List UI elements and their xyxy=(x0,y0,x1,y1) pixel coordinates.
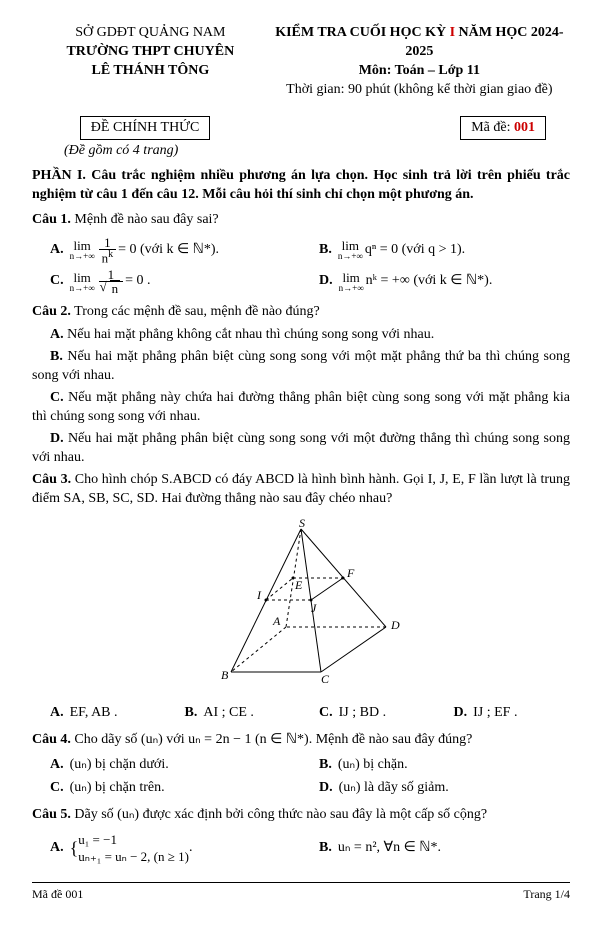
q1c-lim: lim xyxy=(70,271,95,284)
pages-note: (Đề gồm có 4 trang) xyxy=(64,142,570,161)
q2-opt-a: A. A. Nếu hai mặt phẳng không cắt nhau t… xyxy=(32,326,570,345)
q4-label: Câu 4. xyxy=(32,732,71,747)
lbl-C: C xyxy=(321,672,330,686)
pyramid-figure: S B C D A I J F E xyxy=(32,517,570,694)
section-1-title: PHẦN I. Câu trắc nghiệm nhiều phương án … xyxy=(32,167,570,205)
lbl-I: I xyxy=(256,588,262,602)
q3-opt-b: B.AI ; CE . xyxy=(167,702,302,725)
lbl-J: J xyxy=(311,601,317,615)
q5-opt-a: A. { u₁ = −1 uₙ₊₁ = uₙ − 2, (n ≥ 1) . xyxy=(32,829,301,868)
q1-opt-d: D. limn→+∞ nᵏ = +∞ (với k ∈ ℕ*). xyxy=(301,266,570,297)
official-box: ĐỀ CHÍNH THỨC xyxy=(80,116,211,141)
exam-title-a: KIỂM TRA CUỐI HỌC KỲ xyxy=(275,25,449,40)
q1c-post: = 0 . xyxy=(125,272,150,291)
q3-text: Cho hình chóp S.ABCD có đáy ABCD là hình… xyxy=(32,472,570,506)
q3-opt-c: C.IJ ; BD . xyxy=(301,702,436,725)
page-header: SỞ GDĐT QUẢNG NAM TRƯỜNG THPT CHUYÊN LÊ … xyxy=(32,24,570,100)
question-2: Câu 2. Trong các mệnh đề sau, mệnh đề nà… xyxy=(32,303,570,322)
q1a-lim-sub: n→+∞ xyxy=(70,252,95,261)
q2-opt-c: C. Nếu mặt phẳng này chứa hai đường thẳn… xyxy=(32,389,570,427)
header-left: SỞ GDĐT QUẢNG NAM TRƯỜNG THPT CHUYÊN LÊ … xyxy=(32,24,269,100)
q1-opt-b: B. limn→+∞ qⁿ = 0 (với q > 1). xyxy=(301,234,570,266)
made-code: 001 xyxy=(514,120,535,135)
q3-options: A.EF, AB . B.AI ; CE . C.IJ ; BD . D.IJ … xyxy=(32,702,570,725)
q1a-den: nk xyxy=(99,250,117,264)
q3-opt-a: A.EF, AB . xyxy=(32,702,167,725)
q5-text: Dãy số (uₙ) được xác định bởi công thức … xyxy=(71,807,487,822)
subject: Môn: Toán – Lớp 11 xyxy=(269,62,570,81)
q1-opt-c: C. limn→+∞ 1n = 0 . xyxy=(32,266,301,297)
page-footer: Mã đề 001 Trang 1/4 xyxy=(32,882,570,902)
q5-options: A. { u₁ = −1 uₙ₊₁ = uₙ − 2, (n ≥ 1) . B.… xyxy=(32,829,570,868)
org-line: SỞ GDĐT QUẢNG NAM xyxy=(32,24,269,43)
q1-label: Câu 1. xyxy=(32,212,71,227)
pyramid-svg: S B C D A I J F E xyxy=(191,517,411,687)
q5-label: Câu 5. xyxy=(32,807,71,822)
q1-text: Mệnh đề nào sau đây sai? xyxy=(71,212,219,227)
q1c-lim-sub: n→+∞ xyxy=(70,284,95,293)
q4-opt-d: D.(uₙ) là dãy số giảm. xyxy=(301,777,570,800)
lbl-B: B xyxy=(221,668,229,682)
boxes-row: ĐỀ CHÍNH THỨC Mã đề: 001 xyxy=(32,110,570,141)
q1a-num: 1 xyxy=(99,236,117,250)
q3-label: Câu 3. xyxy=(32,472,71,487)
q2-label: Câu 2. xyxy=(32,304,71,319)
q4-opt-a: A.(uₙ) bị chặn dưới. xyxy=(32,754,301,777)
school1: TRƯỜNG THPT CHUYÊN xyxy=(32,43,269,62)
question-5: Câu 5. Dãy số (uₙ) được xác định bởi côn… xyxy=(32,806,570,825)
header-right: KIỂM TRA CUỐI HỌC KỲ I NĂM HỌC 2024-2025… xyxy=(269,24,570,100)
footer-left: Mã đề 001 xyxy=(32,886,83,902)
q5a-row1: u₁ = −1 xyxy=(78,831,189,849)
q2-opt-d: D. Nếu hai mặt phẳng phân biệt cùng song… xyxy=(32,430,570,468)
q1c-den: n xyxy=(99,282,124,295)
footer-right: Trang 1/4 xyxy=(523,886,570,902)
made-box: Mã đề: 001 xyxy=(460,116,546,141)
q4-options: A.(uₙ) bị chặn dưới. B.(uₙ) bị chặn. C.(… xyxy=(32,754,570,800)
lbl-D: D xyxy=(390,618,400,632)
q5a-row2: uₙ₊₁ = uₙ − 2, (n ≥ 1) xyxy=(78,848,189,866)
q2-text: Trong các mệnh đề sau, mệnh đề nào đúng? xyxy=(71,304,320,319)
made-label: Mã đề: xyxy=(471,120,514,135)
question-1: Câu 1. Mệnh đề nào sau đây sai? xyxy=(32,211,570,230)
q4-opt-b: B.(uₙ) bị chặn. xyxy=(301,754,570,777)
q1a-post: = 0 (với k ∈ ℕ*). xyxy=(118,241,219,260)
q1-options: A. limn→+∞ 1nk = 0 (với k ∈ ℕ*). B. limn… xyxy=(32,234,570,297)
q5-opt-b: B.uₙ = n², ∀n ∈ ℕ*. xyxy=(301,829,570,868)
q3-opt-d: D.IJ ; EF . xyxy=(436,702,571,725)
q1-opt-a: A. limn→+∞ 1nk = 0 (với k ∈ ℕ*). xyxy=(32,234,301,266)
lbl-A: A xyxy=(272,614,281,628)
duration: Thời gian: 90 phút (không kể thời gian g… xyxy=(269,81,570,100)
q1b-body: qⁿ = 0 (với q > 1). xyxy=(365,241,465,260)
lbl-E: E xyxy=(294,578,303,592)
q4-opt-c: C.(uₙ) bị chặn trên. xyxy=(32,777,301,800)
question-3: Câu 3. Cho hình chóp S.ABCD có đáy ABCD … xyxy=(32,471,570,509)
q1d-lim-sub: n→+∞ xyxy=(339,284,364,293)
question-4: Câu 4. Cho dãy số (uₙ) với uₙ = 2n − 1 (… xyxy=(32,731,570,750)
exam-title: KIỂM TRA CUỐI HỌC KỲ I NĂM HỌC 2024-2025 xyxy=(269,24,570,62)
q1b-lim-sub: n→+∞ xyxy=(338,252,363,261)
q2-opt-b: B. Nếu hai mặt phẳng phân biệt cùng song… xyxy=(32,348,570,386)
lbl-F: F xyxy=(346,566,355,580)
school2: LÊ THÁNH TÔNG xyxy=(32,62,269,81)
lbl-S: S xyxy=(299,517,305,530)
q1d-body: nᵏ = +∞ (với k ∈ ℕ*). xyxy=(366,272,493,291)
q4-text: Cho dãy số (uₙ) với uₙ = 2n − 1 (n ∈ ℕ*)… xyxy=(71,732,472,747)
q1d-lim: lim xyxy=(339,271,364,284)
